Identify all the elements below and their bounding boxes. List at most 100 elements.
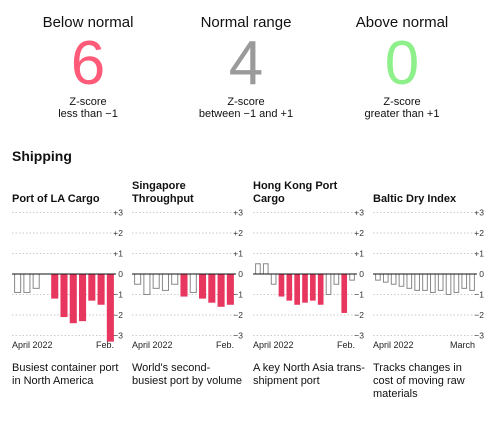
bar <box>180 274 188 297</box>
chart-description: Tracks changes in cost of moving raw mat… <box>373 362 465 400</box>
y-tick-label: +3 <box>474 208 484 218</box>
chart-svg: +3 +2 +1 0 −1 −2 −3 April 2022 Feb. <box>253 208 364 350</box>
y-tick-label: −1 <box>354 290 364 300</box>
y-tick-label: +3 <box>113 208 123 218</box>
y-tick-label: +2 <box>354 228 364 238</box>
chart-title: Hong Kong Port Cargo <box>253 180 338 205</box>
x-start-label: April 2022 <box>373 340 414 350</box>
y-tick-label: 0 <box>118 269 123 279</box>
x-end-label: Feb. <box>96 340 114 350</box>
chart-panel-baltic: Baltic Dry Index +3 +2 +1 0 −1 −2 −3 April 2022… <box>373 180 488 410</box>
chart-title: Baltic Dry Index <box>373 193 457 205</box>
y-tick-label: +1 <box>233 249 243 259</box>
bar <box>69 274 77 324</box>
y-tick-label: +2 <box>233 228 243 238</box>
bar <box>189 273 197 293</box>
bar <box>270 273 277 285</box>
section-title: Shipping <box>12 148 72 164</box>
bar <box>152 273 160 289</box>
bar <box>199 274 207 299</box>
y-tick-label: +3 <box>233 208 243 218</box>
normal-range-stat: Normal range 4 Z-score between −1 and +1 <box>176 14 316 120</box>
chart-title: Singapore Throughput <box>132 180 194 205</box>
below-normal-desc-line1: Z-score <box>69 96 107 108</box>
bar <box>51 274 59 299</box>
above-normal-desc-line1: Z-score <box>383 96 421 108</box>
chart-description: A key North Asia trans-shipment port <box>253 362 365 387</box>
chart-description: Busiest container port in North America <box>12 362 119 387</box>
y-tick-label: 0 <box>238 269 243 279</box>
summary-row: Below normal 6 Z-score less than −1 Norm… <box>0 14 496 132</box>
bar <box>333 273 340 285</box>
bar <box>414 273 420 291</box>
above-normal-desc-line2: greater than +1 <box>364 108 440 120</box>
y-tick-label: 0 <box>479 269 484 279</box>
x-start-label: April 2022 <box>132 340 173 350</box>
bar <box>382 273 389 283</box>
bar <box>278 274 285 297</box>
chart-svg: +3 +2 +1 0 −1 −2 −3 April 2022 Feb. <box>12 208 123 350</box>
bar <box>302 274 308 303</box>
chart-description: World's second-busiest port by volume <box>132 362 243 387</box>
bar <box>437 273 444 291</box>
bar <box>208 274 216 303</box>
y-tick-label: −1 <box>233 290 243 300</box>
bar <box>317 274 324 305</box>
bar <box>286 274 293 301</box>
below-normal-title: Below normal <box>42 14 134 31</box>
bar <box>349 273 355 281</box>
y-tick-label: −2 <box>233 310 243 320</box>
above-normal-title: Above normal <box>355 14 449 31</box>
y-tick-label: −3 <box>474 331 484 341</box>
x-end-label: March <box>450 340 475 350</box>
bar <box>14 273 22 293</box>
chart-panel-singapore: Singapore Throughput +3 +2 +1 0 −1 −2 −3 April … <box>132 180 247 410</box>
bar <box>23 273 31 293</box>
bar <box>262 263 269 275</box>
bar <box>422 273 428 291</box>
chart-panel-hongkong: Hong Kong Port Cargo +3 +2 +1 0 −1 −2 −3 April … <box>253 180 368 410</box>
bar <box>88 274 96 301</box>
y-tick-label: −3 <box>233 331 243 341</box>
above-normal-count: 0 <box>384 29 420 98</box>
bar <box>134 273 142 285</box>
chart-svg: +3 +2 +1 0 −1 −2 −3 April 2022 March <box>373 208 484 350</box>
y-tick-label: 0 <box>359 269 364 279</box>
y-tick-label: −2 <box>113 310 123 320</box>
y-tick-label: +3 <box>354 208 364 218</box>
chart-panel-la: Port of LA Cargo +3 +2 +1 0 −1 −2 −3 April 2022… <box>12 180 127 410</box>
bar <box>341 274 348 313</box>
bar <box>398 273 405 287</box>
y-tick-label: −3 <box>354 331 364 341</box>
y-tick-label: +2 <box>474 228 484 238</box>
bar <box>226 274 234 305</box>
bar <box>171 273 179 285</box>
bar <box>445 273 452 295</box>
y-tick-label: −3 <box>113 331 123 341</box>
bar <box>390 273 397 285</box>
chart-title: Port of LA Cargo <box>12 193 100 205</box>
bar <box>143 273 151 295</box>
bar <box>217 274 225 307</box>
y-tick-label: −2 <box>474 310 484 320</box>
x-end-label: Feb. <box>337 340 355 350</box>
below-normal-count: 6 <box>70 29 106 98</box>
y-tick-label: +1 <box>113 249 123 259</box>
bar <box>106 274 114 342</box>
y-tick-label: −1 <box>113 290 123 300</box>
bar <box>375 273 381 281</box>
normal-range-desc-line2: between −1 and +1 <box>198 108 294 120</box>
y-tick-label: −1 <box>474 290 484 300</box>
bar <box>406 273 413 289</box>
chart-svg: +3 +2 +1 0 −1 −2 −3 April 2022 Feb. <box>132 208 243 350</box>
normal-range-count: 4 <box>228 29 264 98</box>
bar <box>60 274 68 318</box>
bar <box>294 274 300 305</box>
bar <box>469 273 475 291</box>
bar <box>255 263 261 275</box>
bar <box>310 274 316 301</box>
x-start-label: April 2022 <box>253 340 294 350</box>
above-normal-stat: Above normal 0 Z-score greater than +1 <box>332 14 472 120</box>
x-end-label: Feb. <box>216 340 234 350</box>
bar <box>453 273 460 293</box>
